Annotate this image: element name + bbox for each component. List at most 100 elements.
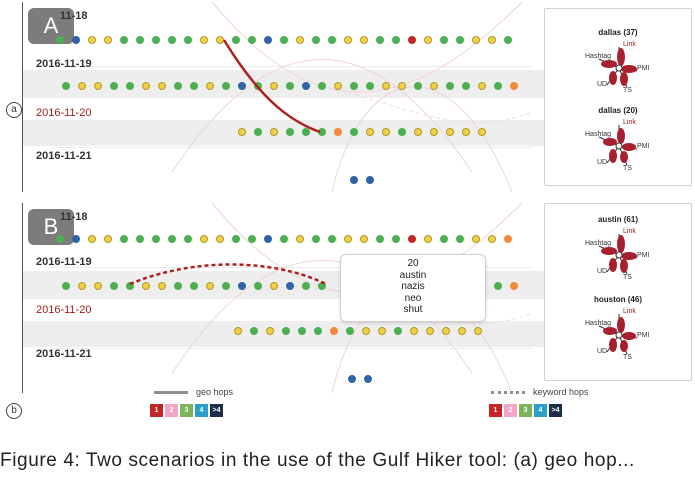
tweet-dot[interactable] [280, 36, 288, 44]
tweet-dot[interactable] [494, 82, 502, 90]
tweet-dot[interactable] [248, 36, 256, 44]
tweet-dot[interactable] [266, 327, 274, 335]
tweet-dot[interactable] [312, 36, 320, 44]
tweet-dot[interactable] [56, 36, 64, 44]
tweet-dot[interactable] [110, 82, 118, 90]
tweet-dot[interactable] [286, 82, 294, 90]
tweet-dot[interactable] [302, 282, 310, 290]
tweet-dot[interactable] [376, 235, 384, 243]
tweet-dot[interactable] [394, 327, 402, 335]
tweet-dot[interactable] [360, 235, 368, 243]
tweet-dot[interactable] [510, 282, 518, 290]
term-glyph[interactable]: Link Hashtag PMI UD TS [585, 119, 653, 173]
tweet-dot[interactable] [282, 327, 290, 335]
tweet-dot[interactable] [120, 235, 128, 243]
tweet-dot[interactable] [136, 36, 144, 44]
tweet-dot[interactable] [200, 36, 208, 44]
tweet-dot[interactable] [462, 82, 470, 90]
tweet-dot[interactable] [430, 82, 438, 90]
tweet-dot[interactable] [378, 327, 386, 335]
tweet-dot[interactable] [270, 82, 278, 90]
tweet-dot[interactable] [302, 128, 310, 136]
tweet-dot[interactable] [200, 235, 208, 243]
tweet-dot[interactable] [168, 235, 176, 243]
tweet-dot[interactable] [398, 128, 406, 136]
tweet-dot[interactable] [142, 282, 150, 290]
tweet-dot[interactable] [104, 235, 112, 243]
tweet-dot[interactable] [376, 36, 384, 44]
tweet-dot[interactable] [414, 128, 422, 136]
tweet-dot[interactable] [314, 327, 322, 335]
tweet-dot[interactable] [362, 327, 370, 335]
tweet-dot[interactable] [410, 327, 418, 335]
tweet-dot[interactable] [222, 82, 230, 90]
tweet-dot[interactable] [382, 128, 390, 136]
tweet-dot[interactable] [414, 82, 422, 90]
tweet-dot[interactable] [350, 128, 358, 136]
tweet-dot[interactable] [456, 235, 464, 243]
tweet-dot[interactable] [158, 282, 166, 290]
tweet-dot[interactable] [56, 235, 64, 243]
tweet-dot[interactable] [462, 128, 470, 136]
tweet-dot[interactable] [264, 235, 272, 243]
tweet-dot[interactable] [222, 282, 230, 290]
tweet-dot[interactable] [442, 327, 450, 335]
tweet-dot[interactable] [62, 282, 70, 290]
tweet-dot[interactable] [270, 128, 278, 136]
tweet-dot[interactable] [366, 82, 374, 90]
tweet-dot[interactable] [456, 36, 464, 44]
tweet-dot[interactable] [110, 282, 118, 290]
tweet-dot[interactable] [424, 235, 432, 243]
tweet-dot[interactable] [318, 282, 326, 290]
tweet-dot[interactable] [478, 82, 486, 90]
tweet-dot[interactable] [270, 282, 278, 290]
tweet-dot[interactable] [494, 282, 502, 290]
tweet-dot[interactable] [88, 235, 96, 243]
tweet-dot[interactable] [232, 235, 240, 243]
tweet-dot[interactable] [158, 82, 166, 90]
tweet-dot[interactable] [88, 36, 96, 44]
tweet-dot[interactable] [360, 36, 368, 44]
tweet-dot[interactable] [504, 36, 512, 44]
tweet-dot[interactable] [254, 128, 262, 136]
tweet-dot[interactable] [250, 327, 258, 335]
tweet-dot[interactable] [426, 327, 434, 335]
tweet-dot[interactable] [238, 128, 246, 136]
tweet-dot[interactable] [264, 36, 272, 44]
tweet-dot[interactable] [232, 36, 240, 44]
tweet-dot[interactable] [238, 82, 246, 90]
tweet-dot[interactable] [364, 375, 372, 383]
tweet-dot[interactable] [254, 282, 262, 290]
tweet-dot[interactable] [94, 82, 102, 90]
tweet-dot[interactable] [296, 235, 304, 243]
tweet-dot[interactable] [318, 82, 326, 90]
tweet-dot[interactable] [318, 128, 326, 136]
tweet-dot[interactable] [216, 36, 224, 44]
tweet-dot[interactable] [72, 235, 80, 243]
tweet-dot[interactable] [328, 235, 336, 243]
tweet-dot[interactable] [238, 282, 246, 290]
tweet-dot[interactable] [142, 82, 150, 90]
tweet-dot[interactable] [424, 36, 432, 44]
tweet-dot[interactable] [286, 128, 294, 136]
tweet-dot[interactable] [248, 235, 256, 243]
tweet-dot[interactable] [504, 235, 512, 243]
tweet-dot[interactable] [184, 36, 192, 44]
tweet-dot[interactable] [488, 235, 496, 243]
tweet-dot[interactable] [152, 36, 160, 44]
tweet-dot[interactable] [344, 235, 352, 243]
tweet-dot[interactable] [312, 235, 320, 243]
tweet-dot[interactable] [190, 82, 198, 90]
tweet-dot[interactable] [280, 235, 288, 243]
tweet-dot[interactable] [478, 128, 486, 136]
tweet-dot[interactable] [78, 82, 86, 90]
tweet-dot[interactable] [392, 235, 400, 243]
tweet-dot[interactable] [216, 235, 224, 243]
tweet-dot[interactable] [298, 327, 306, 335]
term-glyph[interactable]: Link Hashtag PMI UD TS [585, 308, 653, 362]
tweet-dot[interactable] [190, 282, 198, 290]
tweet-dot[interactable] [346, 327, 354, 335]
tweet-dot[interactable] [440, 235, 448, 243]
tweet-dot[interactable] [334, 82, 342, 90]
tweet-dot[interactable] [350, 82, 358, 90]
